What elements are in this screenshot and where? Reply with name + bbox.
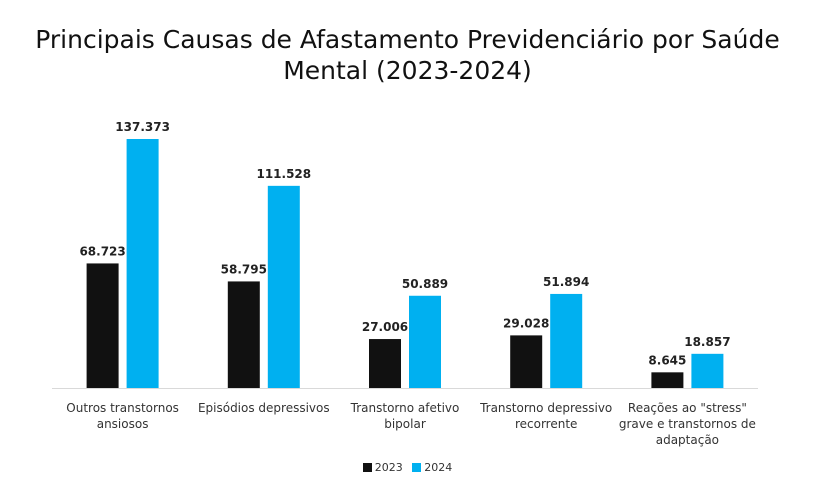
bar-2024-0 <box>126 139 159 388</box>
bar-2023-1 <box>227 281 260 388</box>
data-label-2024-4: 18.857 <box>684 335 730 349</box>
data-label-2023-3: 29.028 <box>503 316 549 330</box>
category-label-3: Transtorno depressivo recorrente <box>476 400 616 432</box>
data-label-2024-0: 137.373 <box>115 120 170 134</box>
bar-2024-1 <box>267 185 300 388</box>
data-label-2024-3: 51.894 <box>543 275 589 289</box>
bar-2024-3 <box>550 293 583 388</box>
legend-label-2023: 2023 <box>374 461 403 474</box>
category-label-line: Episódios depressivos <box>197 401 330 415</box>
category-label-line: recorrente <box>514 417 578 431</box>
category-label-1: Episódios depressivos <box>194 400 334 416</box>
data-label-2023-0: 68.723 <box>79 244 125 258</box>
bar-2024-4 <box>691 353 724 388</box>
category-label-line: grave e transtornos de <box>618 417 756 431</box>
data-label-2023-1: 58.795 <box>221 262 267 276</box>
legend-item-2023: 2023 <box>362 461 403 474</box>
category-label-line: Transtorno depressivo <box>480 401 613 415</box>
chart-title-line-2: Mental (2023-2024) <box>283 56 532 85</box>
legend-label-2024: 2024 <box>424 461 453 474</box>
chart-title: Principais Causas de Afastamento Previde… <box>0 24 815 86</box>
category-label-0: Outros transtornos ansiosos <box>53 400 193 432</box>
category-label-4: Reações ao "stress" grave e transtornos d… <box>617 400 757 448</box>
data-label-2024-1: 111.528 <box>256 167 311 181</box>
legend-swatch-2024 <box>412 463 422 472</box>
legend-item-2024: 2024 <box>412 461 452 474</box>
category-label-line: Outros transtornos <box>66 401 179 415</box>
data-label-2023-2: 27.006 <box>362 320 408 334</box>
category-label-2: Transtorno afetivo bipolar <box>335 400 475 432</box>
category-label-line: ansiosos <box>96 417 149 431</box>
bar-2023-0 <box>86 263 119 388</box>
category-label-line: adaptação <box>655 433 720 447</box>
chart-title-line-1: Principais Causas de Afastamento Previde… <box>35 25 780 54</box>
category-label-line: bipolar <box>384 417 426 431</box>
bar-2023-4 <box>651 372 684 388</box>
category-label-line: Reações ao "stress" <box>627 401 747 415</box>
legend-swatch-2023 <box>362 463 372 472</box>
data-label-2023-4: 8.645 <box>648 353 686 367</box>
data-label-2024-2: 50.889 <box>402 277 448 291</box>
bar-2023-3 <box>510 335 543 388</box>
bar-2024-2 <box>409 295 441 388</box>
bar-2023-2 <box>369 339 401 388</box>
category-label-line: Transtorno afetivo <box>350 401 460 415</box>
legend: 2023 2024 <box>0 461 815 474</box>
